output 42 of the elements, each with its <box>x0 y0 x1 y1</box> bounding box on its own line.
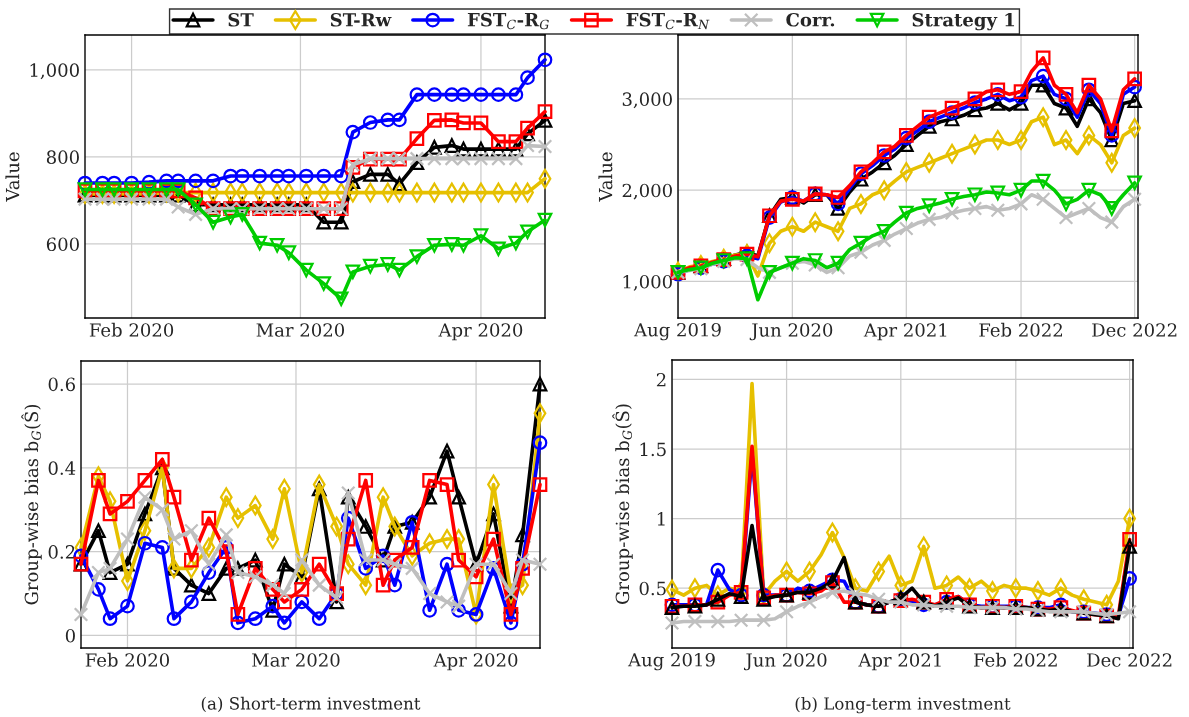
y-tick-label: 800 <box>46 150 79 165</box>
x-tick-label: Feb 2022 <box>979 322 1062 337</box>
legend-label: ST <box>228 12 254 27</box>
y-tick-label: 3,000 <box>622 92 672 109</box>
x-tick-label: Jun 2020 <box>749 323 833 341</box>
x-tick-label: Apr 2020 <box>433 653 518 671</box>
y-tick-label: 2,000 <box>622 183 672 200</box>
y-tick-label: 0.2 <box>48 545 75 559</box>
y-axis-title: Value <box>598 152 613 202</box>
y-tick-label: 1,000 <box>30 63 79 80</box>
legend-label: Strategy 1 <box>912 12 1015 31</box>
y-tick-label: 0.4 <box>48 461 76 475</box>
y-tick-label: 1.5 <box>640 442 666 457</box>
y-tick-label: 0.6 <box>48 377 75 392</box>
x-tick-label: Mar 2020 <box>256 323 345 337</box>
x-tick-label: Dec 2022 <box>1092 323 1177 337</box>
x-tick-label: Jun 2020 <box>743 653 827 671</box>
x-tick-label: Apr 2021 <box>863 323 947 341</box>
y-axis-title: Value <box>5 152 20 202</box>
legend-label: FST$_{C}$-R$_{G}$ <box>467 12 549 30</box>
legend-label: Corr. <box>786 12 835 27</box>
y-tick-label: 1,000 <box>623 274 672 291</box>
text: (b) Long-term investment <box>795 696 1011 714</box>
text: (a) Short-term investment <box>201 696 421 713</box>
y-tick-label: 0 <box>65 628 75 643</box>
x-tick-label: Feb 2020 <box>85 652 170 667</box>
y-axis-title: Group-wise bias b$_{G}$(Ŝ) <box>21 404 42 605</box>
x-tick-label: Dec 2022 <box>1087 653 1172 667</box>
y-tick-label: 600 <box>46 237 79 252</box>
x-tick-label: Feb 2022 <box>974 652 1057 667</box>
x-tick-label: Mar 2020 <box>252 653 340 667</box>
y-tick-label: 1 <box>657 512 665 526</box>
x-tick-label: Apr 2020 <box>438 323 523 341</box>
x-tick-label: Aug 2019 <box>627 652 715 671</box>
x-tick-label: Apr 2021 <box>858 653 941 671</box>
legend-label: FST$_{C}$-R$_{N}$ <box>626 12 710 30</box>
legend-label: ST-Rw <box>330 12 392 27</box>
x-tick-label: Feb 2020 <box>89 322 174 337</box>
y-tick-label: 2 <box>656 372 666 387</box>
x-tick-label: Aug 2019 <box>633 322 721 341</box>
y-axis-title: Group-wise bias b$_{G}$(Ŝ) <box>612 404 633 605</box>
y-tick-label: 0.5 <box>639 581 666 596</box>
